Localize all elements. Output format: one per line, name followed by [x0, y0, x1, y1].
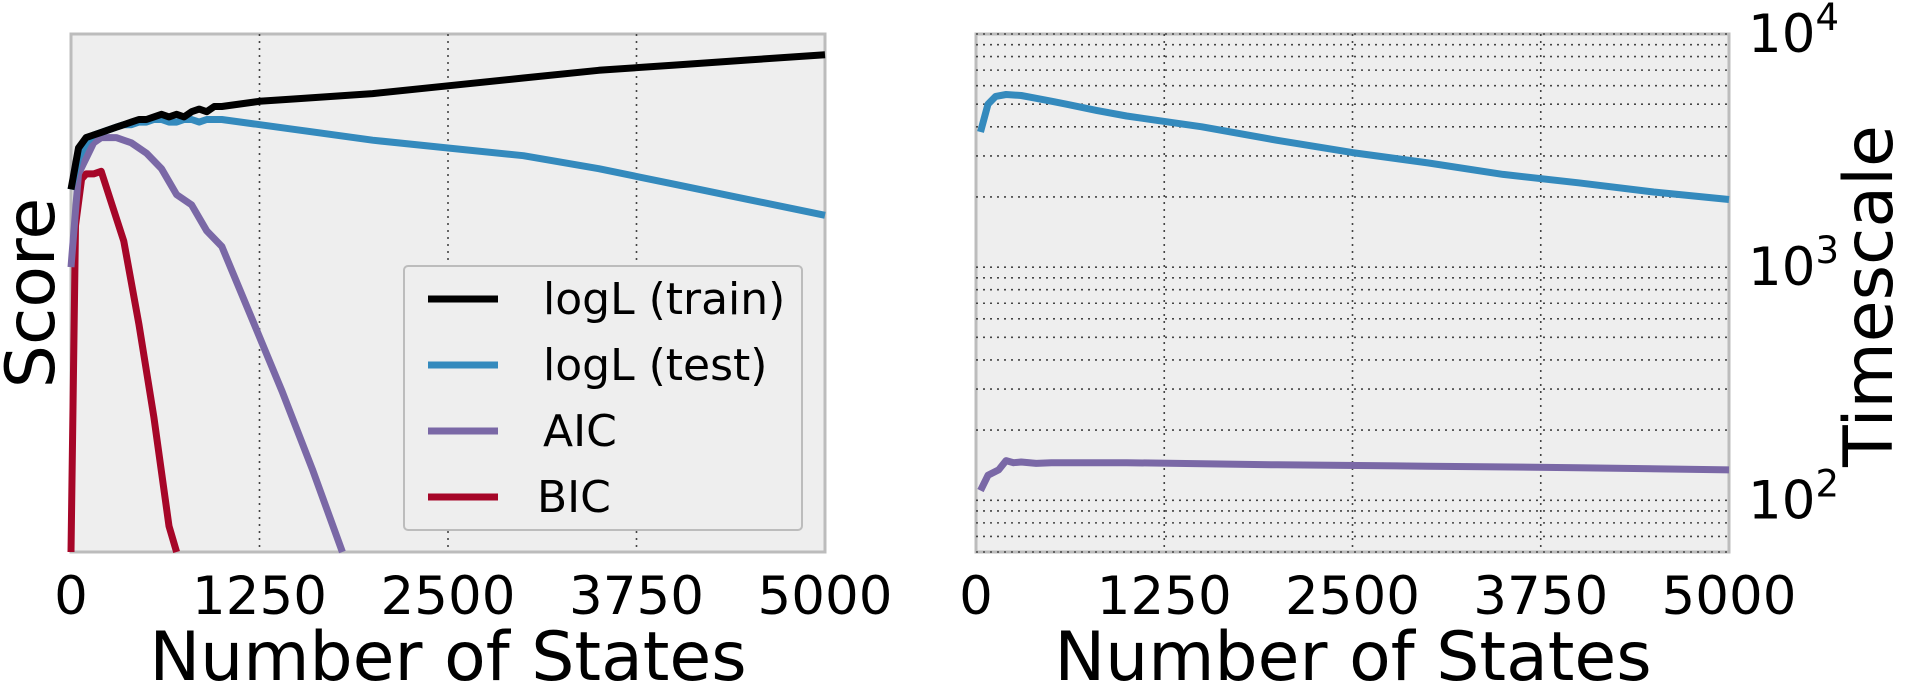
- score-x-tick-label: 3750: [569, 566, 704, 627]
- legend-box: [403, 265, 803, 531]
- legend-label-bic: BIC: [537, 472, 611, 523]
- score-panel: 0 1250 2500 3750 5000 Number of States Score…: [0, 32, 892, 686]
- timescale-x-tick-labels: 0 1250 2500 3750 5000: [959, 566, 1796, 627]
- score-x-tick-labels: 0 1250 2500 3750 5000: [54, 566, 892, 627]
- timescale-x-axis-label: Number of States: [1054, 618, 1651, 686]
- score-lines: [67, 51, 826, 554]
- timescale-x-tick-label: 0: [959, 566, 993, 627]
- timescale-series-line-2: [977, 457, 1730, 493]
- timescale-y-tick-label: 104: [1748, 0, 1839, 65]
- legend-label-logl-train: logL (train): [543, 274, 785, 325]
- timescale-gridlines: [976, 33, 1729, 553]
- timescale-x-tick-label: 3750: [1473, 566, 1608, 627]
- timescale-x-tick-label: 2500: [1285, 566, 1420, 627]
- timescale-x-tick-label: 1250: [1097, 566, 1232, 627]
- timescale-x-tick-label: 5000: [1662, 566, 1797, 627]
- series-line-logl-train: [67, 51, 826, 191]
- timescale-y-tick-label: 102: [1748, 462, 1839, 531]
- timescale-series-line-1: [977, 91, 1730, 203]
- timescale-panel: 0 1250 2500 3750 5000 102 103 104 Number of St…: [959, 0, 1909, 686]
- score-x-tick-label: 1250: [192, 566, 327, 627]
- timescale-lines: [977, 91, 1730, 493]
- score-x-tick-label: 5000: [758, 566, 893, 627]
- score-x-tick-label: 2500: [381, 566, 516, 627]
- score-y-axis-label: Score: [0, 198, 71, 388]
- score-x-tick-label: 0: [54, 566, 88, 627]
- score-x-axis-label: Number of States: [149, 618, 746, 686]
- legend-label-logl-test: logL (test): [543, 340, 767, 391]
- legend: logL (train) logL (test) AIC BIC: [403, 265, 803, 531]
- timescale-y-tick-labels: 102 103 104: [1748, 0, 1839, 531]
- timescale-y-axis-label: Timescale: [1830, 125, 1909, 468]
- series-line-aic: [67, 134, 346, 554]
- timescale-y-tick-label: 103: [1748, 229, 1839, 298]
- legend-label-aic: AIC: [543, 406, 617, 457]
